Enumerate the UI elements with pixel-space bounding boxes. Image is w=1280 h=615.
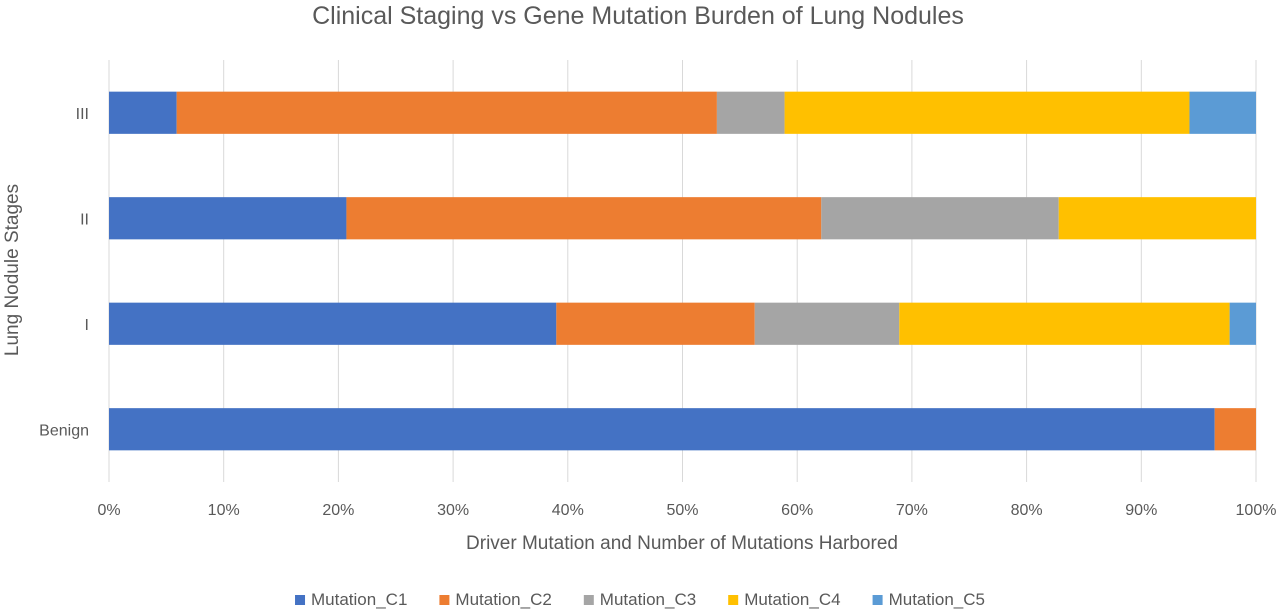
x-tick-label: 20% [322, 502, 354, 519]
bar-segment-mutation-c5-iii [1189, 91, 1256, 134]
bar-segment-mutation-c5-i [1229, 302, 1256, 345]
legend-label: Mutation_C2 [455, 590, 551, 609]
x-tick-label: 30% [437, 502, 469, 519]
legend-item: Mutation_C3 [583, 590, 696, 609]
bar-segment-mutation-c2-benign [1214, 408, 1256, 451]
bar-segment-mutation-c4-iii [784, 91, 1190, 134]
y-axis-title: Lung Nodule Stages [2, 184, 23, 356]
x-tick-label: 0% [97, 502, 120, 519]
legend-swatch [728, 595, 739, 605]
legend-label: Mutation_C3 [600, 590, 696, 609]
x-tick-label: 70% [896, 502, 928, 519]
bar-segment-mutation-c2-ii [346, 197, 822, 240]
legend-item: Mutation_C4 [728, 590, 841, 609]
bar-segment-mutation-c2-i [556, 302, 755, 345]
legend-label: Mutation_C4 [744, 590, 840, 609]
bar-segment-mutation-c1-i [109, 302, 557, 345]
legend-item: Mutation_C5 [872, 590, 985, 609]
legend-swatch [439, 595, 450, 605]
x-axis-ticks: 0% 10% 20% 30% 40% 50% 60% 70% 80% 90% 100% [97, 502, 1276, 519]
x-tick-label: 50% [666, 502, 698, 519]
bar-segment-mutation-c4-i [899, 302, 1230, 345]
bar-segment-mutation-c4-ii [1058, 197, 1256, 240]
bar-segment-mutation-c3-i [754, 302, 900, 345]
x-axis-title: Driver Mutation and Number of Mutations … [466, 533, 898, 554]
y-tick-label: I [85, 317, 89, 334]
bars [109, 91, 1256, 451]
bar-segment-mutation-c1-ii [109, 197, 347, 240]
x-tick-label: 60% [781, 502, 813, 519]
y-tick-label: Benign [39, 422, 89, 439]
x-tick-label: 90% [1125, 502, 1157, 519]
legend-item: Mutation_C1 [295, 590, 407, 609]
legend: Mutation_C1 Mutation_C2 Mutation_C3 Mutatio… [295, 590, 985, 609]
x-tick-label: 10% [208, 502, 240, 519]
bar-segment-mutation-c1-iii [109, 91, 177, 134]
x-tick-label: 40% [552, 502, 584, 519]
legend-item: Mutation_C2 [439, 590, 552, 609]
legend-swatch [872, 595, 883, 605]
legend-swatch [295, 595, 306, 605]
bar-segment-mutation-c1-benign [109, 408, 1215, 451]
y-tick-label: II [80, 211, 89, 228]
bar-segment-mutation-c3-iii [716, 91, 785, 134]
legend-label: Mutation_C5 [889, 590, 985, 609]
x-tick-label: 100% [1236, 502, 1277, 519]
bar-segment-mutation-c2-iii [176, 91, 717, 134]
y-tick-label: III [76, 106, 89, 123]
x-tick-label: 80% [1011, 502, 1043, 519]
legend-label: Mutation_C1 [311, 590, 407, 609]
chart-title: Clinical Staging vs Gene Mutation Burden… [312, 2, 964, 30]
bar-segment-mutation-c3-ii [821, 197, 1059, 240]
legend-swatch [583, 595, 594, 605]
